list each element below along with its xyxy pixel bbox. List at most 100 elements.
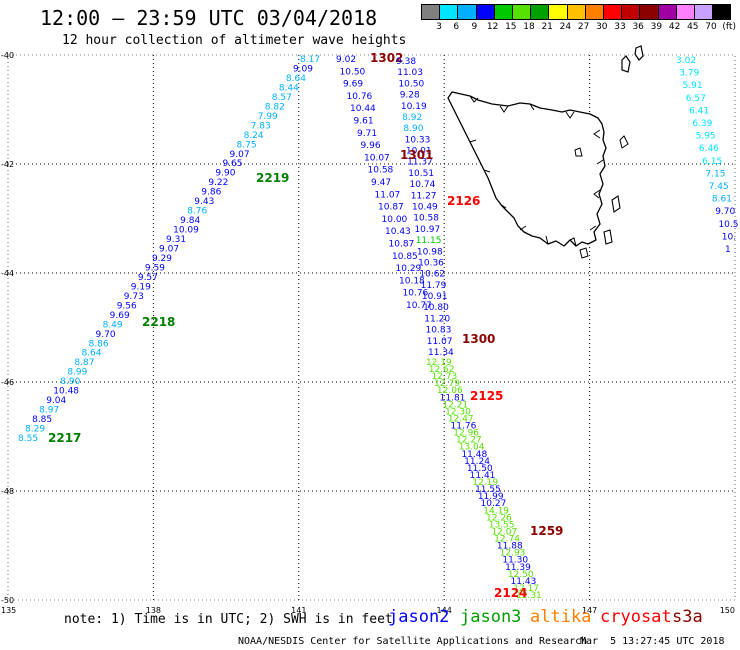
color-scale-label: 15 bbox=[505, 22, 517, 32]
island-icon bbox=[611, 195, 621, 213]
wave-height-value: 11.24 bbox=[464, 457, 490, 467]
wave-height-value: 8.87 bbox=[74, 358, 94, 368]
island-icon bbox=[621, 55, 631, 73]
wave-height-value: 9.09 bbox=[293, 64, 313, 74]
wave-height-value: 10.33 bbox=[405, 135, 431, 145]
wave-height-value: 9.59 bbox=[145, 263, 165, 273]
lon-tick-label: 150 bbox=[720, 606, 735, 615]
wave-height-value: 9.56 bbox=[117, 301, 137, 311]
lon-tick-label: 135 bbox=[1, 606, 16, 615]
legend-item-cryosat: cryosat bbox=[600, 607, 672, 627]
footer-note: note: 1) Time is in UTC; 2) SWH is in fe… bbox=[64, 612, 393, 627]
wave-height-value: 10.07 bbox=[364, 153, 390, 163]
map-subtitle: 12 hour collection of altimeter wave hei… bbox=[62, 33, 407, 48]
wave-height-value: 10.77 bbox=[406, 301, 432, 311]
wave-height-value: 10.18 bbox=[399, 276, 425, 286]
wave-height-value: 3.02 bbox=[676, 56, 696, 66]
lon-tick-label: 141 bbox=[291, 606, 306, 615]
wave-height-value: 11.07 bbox=[375, 190, 401, 200]
wave-height-value: 6.41 bbox=[689, 106, 709, 116]
wave-height-value: 8.44 bbox=[279, 83, 299, 93]
lat-tick-label: -48 bbox=[1, 487, 14, 496]
wave-height-value: 10.91 bbox=[422, 292, 448, 302]
wave-height-value: 12.79 bbox=[434, 379, 460, 389]
wave-height-value: 10.43 bbox=[385, 227, 411, 237]
legend-item-s3a: s3a bbox=[672, 607, 703, 627]
pass-time-label: 1300 bbox=[462, 332, 495, 346]
wave-height-value: 9.28 bbox=[400, 91, 420, 101]
wave-height-value: 11.55 bbox=[475, 485, 501, 495]
wave-height-value: 10.49 bbox=[412, 203, 438, 213]
wave-height-value: 11.03 bbox=[397, 68, 423, 78]
lat-lon-grid bbox=[7, 54, 736, 601]
wave-height-value: 11.20 bbox=[424, 314, 450, 324]
pass-time-label: 1259 bbox=[530, 524, 563, 538]
wave-height-value: 9.70 bbox=[96, 330, 116, 340]
wave-height-value: 10.50 bbox=[340, 67, 366, 77]
pass-time-label: 2125 bbox=[470, 389, 503, 403]
wave-height-value: 10.44 bbox=[350, 104, 376, 114]
lat-tick-label: -44 bbox=[1, 269, 14, 278]
pass-time-label: 2217 bbox=[48, 431, 81, 445]
wave-height-value: 10.36 bbox=[418, 258, 444, 268]
wave-height-value: 9.31 bbox=[166, 235, 186, 245]
wave-height-value: 12.93 bbox=[500, 549, 526, 559]
wave-height-value: 10.83 bbox=[426, 326, 452, 336]
wave-height-value: 11.79 bbox=[421, 281, 447, 291]
wave-height-value: 12.31 bbox=[516, 591, 542, 601]
pass-time-label: 1301 bbox=[400, 148, 433, 162]
wave-height-value: 11.81 bbox=[440, 393, 466, 403]
wave-height-value: 10.87 bbox=[378, 203, 404, 213]
wave-height-value: 10.76 bbox=[403, 289, 429, 299]
wave-height-value: 9.19 bbox=[131, 282, 151, 292]
wave-height-value: 11.99 bbox=[478, 492, 504, 502]
wave-height-value: 8.64 bbox=[81, 349, 101, 359]
wave-height-value: 8.75 bbox=[237, 140, 257, 150]
track-far-east: 3.02 3.79 5.91 6.57 6.41 6.39 5.95 6.46 6.15 7.15… bbox=[676, 56, 739, 255]
color-scale-label: 18 bbox=[523, 22, 535, 32]
wave-height-value: 6.46 bbox=[699, 144, 719, 154]
wave-height-value: 13.55 bbox=[489, 520, 515, 530]
wave-height-value: 9.07 bbox=[159, 245, 179, 255]
wave-height-value: 11.39 bbox=[505, 563, 531, 573]
wave-height-value: 10.19 bbox=[401, 102, 427, 112]
wave-height-value: 12.96 bbox=[453, 429, 479, 439]
lat-tick-label: -42 bbox=[1, 160, 14, 169]
wave-height-value: 10. bbox=[722, 232, 736, 242]
color-scale-label: 12 bbox=[486, 22, 499, 32]
color-scale-label: 33 bbox=[614, 22, 626, 32]
wave-height-value: 8.97 bbox=[39, 406, 59, 416]
color-scale-label: 45 bbox=[687, 22, 699, 32]
color-scale-label: 6 bbox=[453, 22, 460, 32]
wave-height-value: 8.82 bbox=[265, 102, 285, 112]
wave-height-value: 9.96 bbox=[361, 141, 381, 151]
wave-height-value: 8.57 bbox=[272, 93, 292, 103]
wave-height-value: 9.07 bbox=[230, 150, 250, 160]
color-scale-label: 3 bbox=[436, 22, 442, 32]
wave-height-value: 8.85 bbox=[32, 415, 52, 425]
wave-height-value: 12.06 bbox=[437, 386, 463, 396]
lat-tick-label: -40 bbox=[1, 51, 14, 60]
lon-tick-label: 147 bbox=[582, 606, 597, 615]
lon-tick-label: 144 bbox=[437, 606, 452, 615]
wave-height-value: 8.61 bbox=[712, 195, 732, 205]
pass-time-label: 2219 bbox=[256, 171, 289, 185]
wave-height-value: 5.95 bbox=[696, 132, 716, 142]
wave-height-value: 7.15 bbox=[705, 169, 725, 179]
wave-height-value: 9.86 bbox=[201, 188, 221, 198]
tasmania-main-island bbox=[447, 91, 607, 247]
color-scale-label: 24 bbox=[559, 22, 572, 32]
wave-height-value: 9.90 bbox=[215, 169, 235, 179]
wave-height-value: 12.50 bbox=[508, 570, 534, 580]
wave-height-value: 11.37 bbox=[407, 158, 433, 168]
wave-height-value: 8.90 bbox=[60, 377, 80, 387]
wave-height-value: 10.74 bbox=[410, 180, 436, 190]
wave-height-value: 10.85 bbox=[392, 252, 418, 262]
wave-height-value: 11.27 bbox=[411, 191, 437, 201]
pass-time-label: 2126 bbox=[447, 194, 480, 208]
color-scale-swatch bbox=[712, 4, 732, 20]
wave-height-value: 9.61 bbox=[354, 117, 374, 127]
wave-height-value: 8.55 bbox=[18, 434, 38, 444]
wave-height-value: 13.04 bbox=[459, 443, 485, 453]
